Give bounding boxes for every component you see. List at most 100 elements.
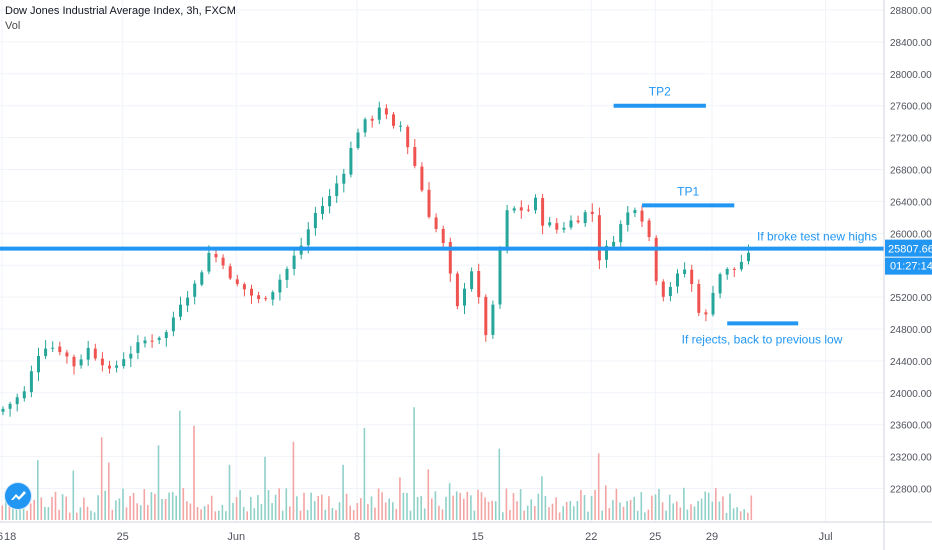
price-tick-label: 26800.00 — [890, 166, 932, 177]
symbol-title[interactable]: Dow Jones Industrial Average Index, 3h, … — [5, 5, 236, 17]
candle-body — [157, 337, 161, 340]
candle-body — [548, 222, 552, 226]
candle — [193, 280, 197, 305]
volume-indicator-label[interactable]: Vol — [5, 20, 21, 32]
candle — [541, 193, 545, 235]
candle — [576, 215, 580, 224]
candle — [271, 290, 275, 306]
volume-bar — [409, 510, 412, 520]
volume-bar — [441, 509, 444, 520]
price-tick-label: 27600.00 — [890, 102, 932, 113]
candle — [250, 284, 253, 304]
candle-body — [562, 227, 566, 230]
candle-body — [406, 126, 410, 148]
volume-bar — [548, 507, 550, 520]
candle — [58, 341, 62, 356]
volume-bar — [509, 509, 511, 520]
volume-bar — [97, 495, 99, 520]
volume-bar — [79, 507, 82, 520]
volume-bar — [37, 460, 39, 520]
candle — [548, 216, 552, 228]
volume-bar — [356, 503, 359, 520]
candle — [434, 213, 438, 233]
candle — [590, 203, 594, 222]
candle-body — [668, 286, 672, 297]
candle-body — [186, 297, 190, 306]
volume-bar — [416, 496, 419, 520]
volume-bar — [72, 470, 75, 520]
candle-body — [661, 281, 665, 297]
tradingview-logo-icon[interactable] — [5, 483, 31, 509]
candle — [235, 274, 239, 287]
candle — [555, 218, 559, 234]
volume-bar — [491, 500, 493, 520]
candle-body — [86, 347, 90, 360]
candle-body — [576, 220, 580, 223]
volume-bar — [264, 456, 266, 520]
candle — [463, 282, 466, 315]
candle — [349, 141, 353, 178]
volume-bar — [242, 506, 245, 520]
volume-bar — [210, 495, 213, 520]
volume-bar — [40, 497, 43, 520]
volume-bar — [253, 508, 256, 520]
candle — [200, 270, 204, 287]
volume-bar — [626, 501, 628, 520]
volume-bar — [605, 485, 607, 520]
volume-bar — [235, 497, 238, 520]
candle-body — [470, 271, 474, 289]
volume-bar — [729, 493, 731, 520]
volume-bar — [644, 512, 646, 520]
volume-bar — [161, 498, 163, 520]
volume-bar — [558, 512, 561, 520]
candle-body — [690, 269, 694, 285]
candle — [725, 267, 729, 280]
volume-bar — [260, 504, 263, 520]
volume-bar — [640, 492, 643, 520]
volume-bar — [168, 492, 170, 520]
candle-body — [463, 288, 466, 306]
volume-bar — [189, 503, 192, 520]
volume-bar — [583, 495, 586, 520]
candle-body — [250, 288, 253, 296]
candle-body — [8, 403, 12, 409]
candle-body — [676, 273, 679, 287]
price-tick-label: 23600.00 — [890, 421, 932, 432]
volume-bar — [179, 410, 181, 520]
volume-bar — [384, 502, 387, 520]
candle-body — [704, 312, 708, 315]
volume-bar — [33, 499, 35, 520]
volume-bar — [29, 503, 32, 520]
volume-bar — [200, 509, 202, 520]
price-tick-label: 24000.00 — [890, 389, 932, 400]
volume-bar — [193, 425, 195, 520]
candle — [122, 352, 126, 369]
annotation-tp1: TP1 — [677, 184, 699, 198]
candle — [739, 254, 743, 272]
volume-bar — [207, 504, 209, 520]
volume-bar — [136, 503, 138, 520]
volume-bar — [736, 507, 738, 520]
volume-bar — [186, 501, 188, 520]
candle — [278, 274, 282, 301]
annotation-breakout: If broke test new highs — [757, 230, 877, 244]
candle — [569, 215, 573, 230]
volume-bar — [108, 462, 110, 520]
candle — [72, 354, 76, 375]
volume-bar — [434, 491, 437, 520]
volume-bar — [732, 508, 735, 520]
candle-body — [363, 119, 367, 133]
candle-body — [427, 189, 431, 217]
volume-bar — [551, 503, 554, 520]
candle-body — [257, 295, 261, 300]
candle — [718, 272, 722, 299]
candle-body — [654, 237, 658, 282]
volume-bar — [278, 488, 280, 520]
candle — [221, 254, 225, 270]
volume-bar — [722, 496, 724, 520]
volume-bar — [633, 496, 635, 520]
candle-body — [285, 268, 289, 280]
candle — [441, 225, 445, 250]
